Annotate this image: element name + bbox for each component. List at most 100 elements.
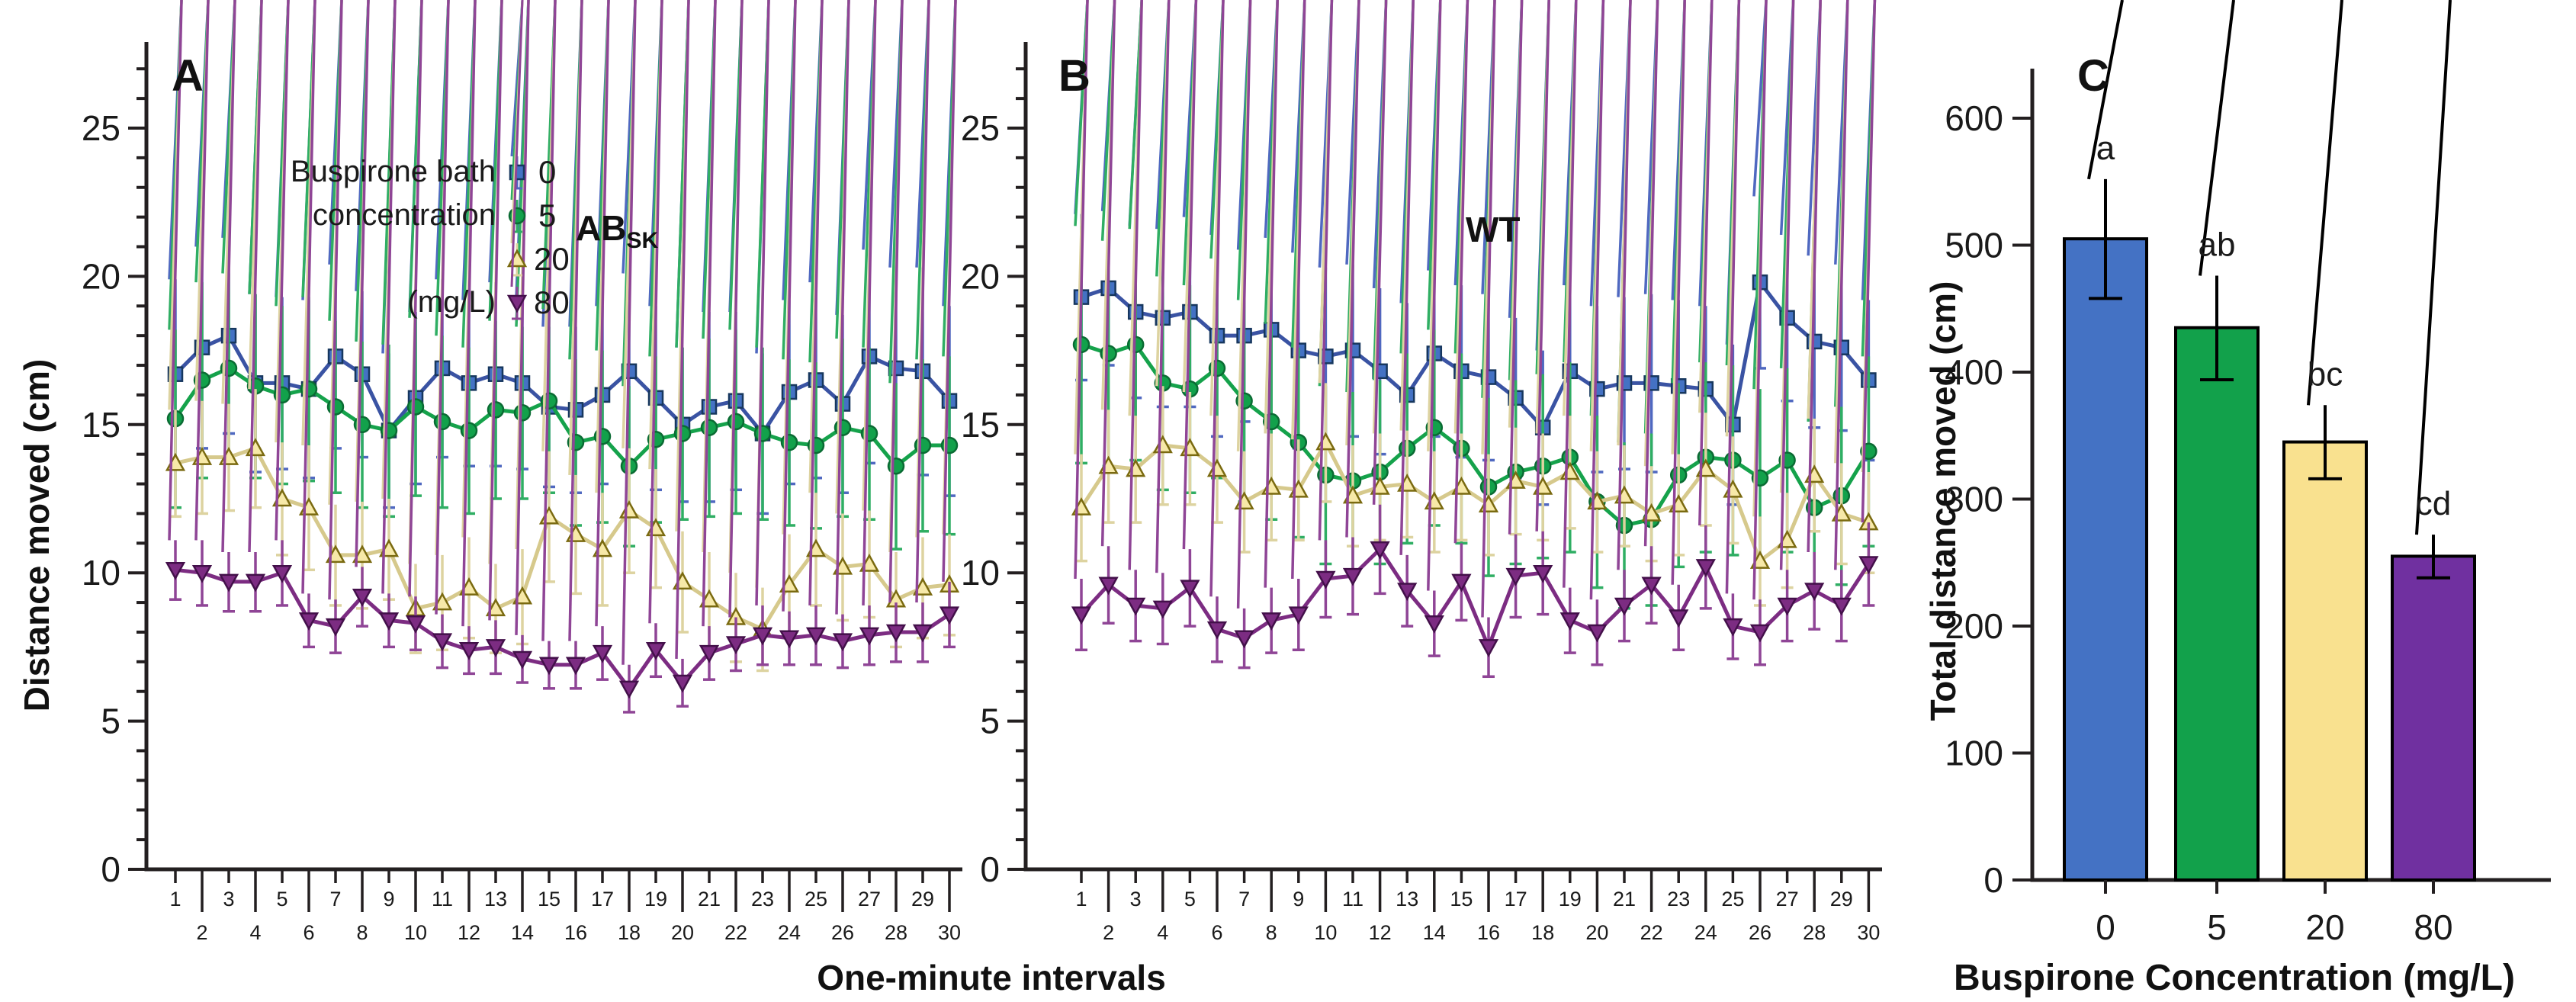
series-80: [1071, 0, 1879, 679]
error-cap: [488, 0, 503, 621]
error-cap: [675, 0, 690, 659]
error-cap: [595, 0, 610, 627]
x-tick-label: 22: [1640, 921, 1663, 944]
x-axis-title-shared: One-minute intervals: [817, 958, 1166, 997]
marker-triangle-down: [805, 627, 827, 646]
x-tick-label: 8: [1266, 921, 1277, 944]
error-cap: [1563, 0, 1578, 588]
error-cap: [435, 0, 450, 615]
marker-triangle-down: [165, 562, 186, 580]
error-cap: [1861, 0, 1877, 523]
x-tick-label: 22: [724, 921, 747, 944]
x-tick-label: 16: [1477, 921, 1500, 944]
marker-triangle-down: [1261, 612, 1282, 631]
x-axis-title-c: Buspirone Concentration (mg/L): [1954, 958, 2515, 998]
x-tick-label: 27: [858, 888, 881, 910]
x-tick-label: 5: [2207, 907, 2227, 947]
series-80: [165, 0, 960, 714]
marker-triangle-down: [218, 573, 239, 593]
panel-A: 0510152025123456789101112131415161718192…: [82, 0, 962, 944]
error-cap: [1834, 0, 1849, 570]
y-tick-label: 0: [980, 849, 1000, 889]
x-tick-label: 26: [1749, 921, 1771, 944]
x-tick-label: 24: [1694, 921, 1717, 944]
y-axis-title-ab: Distance moved (cm): [17, 358, 56, 712]
sig-letter: cd: [2416, 485, 2451, 522]
x-tick-label: 4: [1157, 921, 1168, 944]
marker-triangle-down: [1533, 564, 1553, 583]
marker-triangle-down: [352, 589, 373, 607]
marker-triangle-down: [565, 657, 586, 676]
legend-title-line3: (mg/L): [407, 285, 496, 319]
marker-circle: [460, 422, 478, 439]
error-cap: [1752, 0, 1768, 600]
marker-triangle-down: [912, 624, 933, 643]
error-cap: [1318, 0, 1334, 541]
x-tick-label: 2: [196, 921, 207, 944]
error-cap: [1236, 0, 1252, 609]
marker-triangle-down: [1669, 609, 1689, 628]
error-cap: [1481, 0, 1496, 618]
error-cap: [862, 0, 877, 606]
marker-circle: [487, 401, 505, 419]
x-tick-label: 19: [1559, 888, 1582, 910]
x-tick-label: 16: [564, 921, 587, 944]
panel-a-title: ABSK: [576, 207, 658, 254]
marker-triangle-up: [352, 544, 373, 564]
marker-triangle-down: [432, 633, 453, 652]
error-cap: [510, 0, 524, 287]
x-tick-label: 8: [356, 921, 368, 944]
x-tick-label: 21: [698, 888, 721, 910]
error-cap: [808, 0, 824, 606]
marker-triangle-down: [885, 624, 907, 643]
marker-triangle-down: [1749, 624, 1771, 643]
error-cap: [408, 0, 423, 597]
x-tick-label: 26: [831, 921, 854, 944]
error-cap: [1698, 0, 1714, 526]
marker-triangle-down: [1098, 576, 1119, 596]
error-cap: [2307, 0, 2343, 406]
x-tick-label: 12: [458, 921, 480, 944]
marker-square: [1318, 348, 1334, 365]
legend-item-0-label: 0: [538, 154, 557, 190]
marker-triangle-down: [1614, 597, 1635, 616]
error-cap: [728, 0, 744, 618]
series-line: [1081, 280, 1871, 430]
marker-triangle-down: [645, 642, 666, 660]
panel-a-letter: A: [172, 51, 204, 101]
marker-triangle-down: [1288, 606, 1309, 625]
marker-triangle-up: [912, 577, 933, 596]
marker-triangle-down: [1397, 583, 1418, 602]
marker-triangle-down: [1451, 573, 1472, 593]
y-axis-title-c: Total distance moved (cm): [1923, 281, 1963, 721]
marker-triangle-down: [538, 657, 560, 676]
y-tick-label: 10: [961, 553, 1000, 593]
marker-circle: [727, 413, 745, 431]
error-cap: [942, 0, 957, 582]
x-tick-label: 18: [618, 921, 641, 944]
error-cap: [1209, 0, 1225, 597]
x-tick-label: 1: [169, 888, 181, 910]
error-cap: [1427, 0, 1442, 591]
error-cap: [2199, 0, 2235, 276]
series-line: [1079, 440, 1870, 564]
panel-a-title-sub: SK: [626, 228, 659, 254]
marker-triangle-up: [779, 574, 800, 593]
x-tick-label: 20: [671, 921, 694, 944]
y-tick-label: 300: [1945, 480, 2003, 519]
marker-triangle-down: [699, 644, 720, 663]
error-cap: [1671, 0, 1686, 585]
x-tick-label: 3: [1130, 888, 1142, 910]
marker-triangle-up: [1370, 476, 1390, 495]
y-tick-label: 10: [82, 553, 120, 593]
x-tick-label: 25: [805, 888, 827, 910]
error-cap: [541, 0, 557, 641]
marker-triangle-down: [1152, 600, 1173, 619]
marker-circle: [567, 433, 585, 451]
bar: [2282, 440, 2368, 882]
marker-triangle-down: [245, 573, 266, 593]
bar: [2063, 237, 2148, 882]
y-tick-label: 400: [1945, 352, 2003, 392]
